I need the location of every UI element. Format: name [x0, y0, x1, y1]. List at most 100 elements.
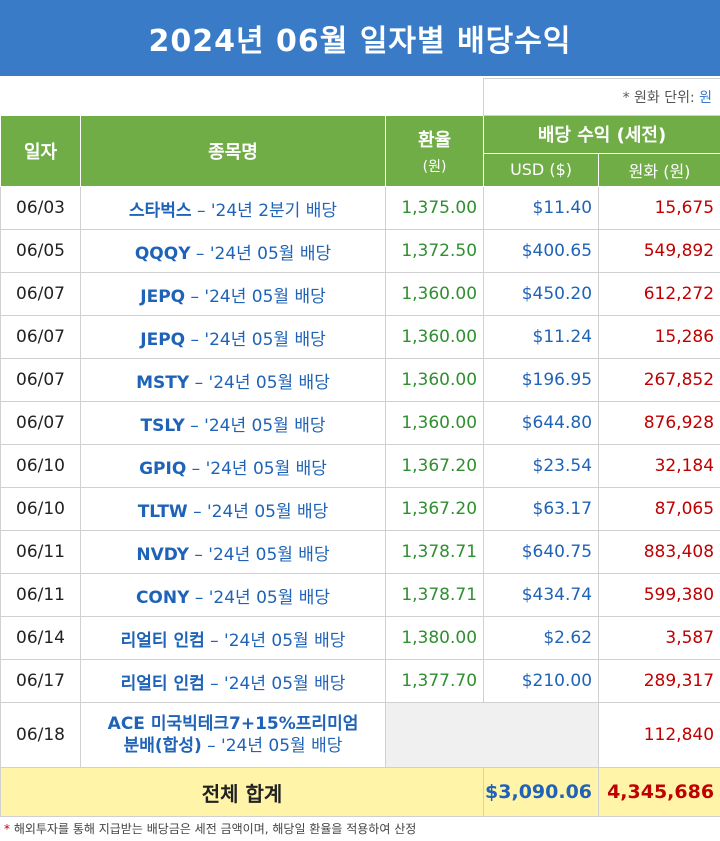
row-usd: $640.75: [483, 530, 600, 574]
row-desc: – '24년 05월 배당: [185, 329, 326, 350]
row-rate: 1,360.00: [384, 401, 485, 445]
table-row: 06/17 리얼티 인컴 – '24년 05월 배당 1,377.70 $210.00…: [0, 659, 720, 703]
row-name: MSTY – '24년 05월 배당: [80, 358, 386, 402]
page-title: 2024년 06월 일자별 배당수익: [0, 0, 720, 76]
header-rate-unit: (원): [422, 159, 447, 175]
row-date: 06/05: [0, 229, 81, 273]
row-rate: 1,377.70: [384, 659, 485, 703]
row-date: 06/07: [0, 401, 81, 445]
row-rate: 1,360.00: [384, 358, 485, 402]
header-krw: 원화 (원): [598, 152, 720, 188]
table-body: 06/03 스타벅스 – '24년 2분기 배당 1,375.00 $11.40 15,…: [0, 186, 720, 703]
row-ticker: QQQY: [134, 243, 191, 264]
header-rate: 환율 (원): [384, 115, 485, 187]
row-krw: 3,587: [598, 616, 720, 660]
row-usd: $434.74: [483, 573, 600, 617]
row-usd: $23.54: [483, 444, 600, 488]
row-usd: $644.80: [483, 401, 600, 445]
row-name: 리얼티 인컴 – '24년 05월 배당: [80, 616, 386, 660]
table-row: 06/07 MSTY – '24년 05월 배당 1,360.00 $196.95 26…: [0, 358, 720, 402]
row-ticker-line1: ACE 미국빅테크7+15%프리미엄: [107, 714, 359, 734]
row-usd: $11.40: [483, 186, 600, 230]
header-row: 일자 종목명 환율 (원) 배당 수익 (세전): [0, 115, 720, 187]
table-row: 06/05 QQQY – '24년 05월 배당 1,372.50 $400.65 54…: [0, 229, 720, 273]
row-name: 리얼티 인컴 – '24년 05월 배당: [80, 659, 386, 703]
row-desc: – '24년 05월 배당: [188, 544, 330, 565]
row-date: 06/03: [0, 186, 81, 230]
row-name: GPIQ – '24년 05월 배당: [80, 444, 386, 488]
row-ticker-line2: 분배(합성): [123, 736, 202, 756]
unit-value: 원: [699, 90, 713, 106]
row-empty-cell: [384, 702, 600, 768]
table-row: 06/07 JEPQ – '24년 05월 배당 1,360.00 $450.20 61…: [0, 272, 720, 316]
table-row: 06/10 TLTW – '24년 05월 배당 1,367.20 $63.17 87,…: [0, 487, 720, 531]
row-name: ACE 미국빅테크7+15%프리미엄 분배(합성) – '24년 05월 배당: [80, 702, 386, 768]
row-name: JEPQ – '24년 05월 배당: [80, 315, 386, 359]
total-usd: $3,090.06: [483, 767, 600, 817]
row-name: JEPQ – '24년 05월 배당: [80, 272, 386, 316]
row-ticker: CONY: [135, 587, 190, 608]
row-ticker: TSLY: [140, 415, 185, 436]
row-usd: $210.00: [483, 659, 600, 703]
row-krw: 15,675: [598, 186, 720, 230]
table-row: 06/07 TSLY – '24년 05월 배당 1,360.00 $644.80 87…: [0, 401, 720, 445]
row-desc: – '24년 05월 배당: [204, 673, 346, 694]
row-desc: – '24년 05월 배당: [185, 286, 326, 307]
row-date: 06/11: [0, 573, 81, 617]
row-krw: 267,852: [598, 358, 720, 402]
header-income: 배당 수익 (세전): [483, 115, 720, 154]
row-ticker: TLTW: [137, 501, 188, 522]
row-name: TLTW – '24년 05월 배당: [80, 487, 386, 531]
row-name: 스타벅스 – '24년 2분기 배당: [80, 186, 386, 230]
row-krw: 599,380: [598, 573, 720, 617]
row-date: 06/07: [0, 358, 81, 402]
row-usd: $400.65: [483, 229, 600, 273]
row-ticker: GPIQ: [139, 458, 187, 479]
row-rate: 1,360.00: [384, 272, 485, 316]
total-krw: 4,345,686: [598, 767, 720, 817]
row-desc: – '24년 05월 배당: [186, 458, 327, 479]
row-usd: $196.95: [483, 358, 600, 402]
total-row: 전체 합계 $3,090.06 4,345,686: [0, 767, 720, 817]
row-ticker: JEPQ: [140, 329, 186, 350]
header-name: 종목명: [80, 115, 386, 187]
row-rate: 1,375.00: [384, 186, 485, 230]
row-date: 06/18: [0, 702, 81, 768]
unit-row: * 원화 단위: 원: [1, 78, 720, 116]
row-desc: – '24년 05월 배당: [190, 243, 332, 264]
row-krw: 289,317: [598, 659, 720, 703]
row-rate: 1,367.20: [384, 444, 485, 488]
row-krw: 883,408: [598, 530, 720, 574]
row-name: QQQY – '24년 05월 배당: [80, 229, 386, 273]
row-rate: 1,360.00: [384, 315, 485, 359]
row-krw: 15,286: [598, 315, 720, 359]
row-krw: 87,065: [598, 487, 720, 531]
table-row: 06/11 CONY – '24년 05월 배당 1,378.71 $434.74 59…: [0, 573, 720, 617]
row-name: CONY – '24년 05월 배당: [80, 573, 386, 617]
row-desc: – '24년 05월 배당: [204, 630, 346, 651]
row-desc: – '24년 2분기 배당: [191, 200, 337, 221]
row-desc: – '24년 05월 배당: [187, 501, 329, 522]
row-ticker: 리얼티 인컴: [120, 673, 205, 694]
table-row: 06/18 ACE 미국빅테크7+15%프리미엄 분배(합성) – '24년 0…: [0, 702, 720, 768]
header-rate-label: 환율: [417, 130, 452, 151]
row-rate: 1,378.71: [384, 530, 485, 574]
row-date: 06/17: [0, 659, 81, 703]
row-ticker: MSTY: [136, 372, 190, 393]
row-date: 06/10: [0, 444, 81, 488]
row-name: NVDY – '24년 05월 배당: [80, 530, 386, 574]
table-row: 06/11 NVDY – '24년 05월 배당 1,378.71 $640.75 88…: [0, 530, 720, 574]
total-label: 전체 합계: [0, 767, 485, 817]
unit-note: * 원화 단위: 원: [483, 78, 720, 116]
row-rate: 1,372.50: [384, 229, 485, 273]
row-ticker: 스타벅스: [129, 200, 192, 221]
row-rate: 1,367.20: [384, 487, 485, 531]
header-date: 일자: [0, 115, 81, 187]
footnote-star: *: [4, 822, 10, 836]
dividend-table: * 원화 단위: 원 일자 종목명 환율 (원) 배당 수익 (세전) USD (…: [0, 78, 720, 817]
row-usd: $450.20: [483, 272, 600, 316]
row-krw: 612,272: [598, 272, 720, 316]
row-date: 06/11: [0, 530, 81, 574]
row-krw: 112,840: [598, 702, 720, 768]
row-desc: – '24년 05월 배당: [184, 415, 326, 436]
